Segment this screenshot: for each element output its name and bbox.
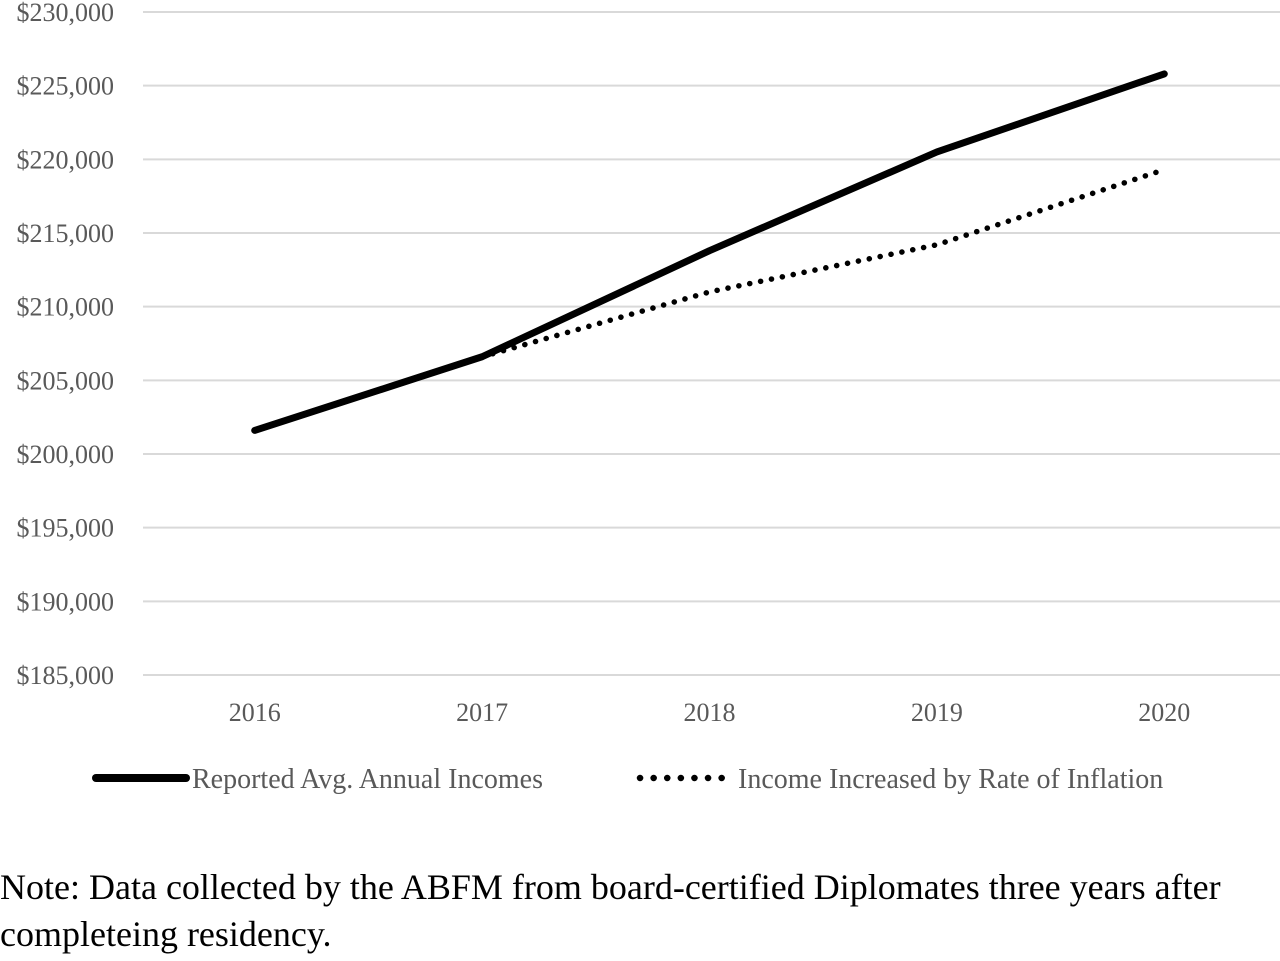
x-axis-tick-labels: 2016 2017 2018 2019 2020 (229, 698, 1191, 727)
y-tick-label: $230,000 (17, 0, 115, 27)
x-tick-label: 2018 (684, 698, 736, 727)
y-tick-label: $200,000 (17, 440, 115, 469)
y-tick-label: $225,000 (17, 72, 115, 101)
legend: Reported Avg. Annual Incomes Income Incre… (92, 764, 1163, 795)
reported-income-line (251, 70, 1168, 434)
y-tick-label: $190,000 (17, 587, 115, 616)
x-tick-label: 2019 (911, 698, 963, 727)
line-chart: $185,000 $190,000 $195,000 $200,000 $205,000… (17, 0, 1280, 795)
legend-label: Reported Avg. Annual Incomes (192, 764, 543, 795)
x-tick-label: 2016 (229, 698, 281, 727)
y-tick-label: $185,000 (17, 661, 115, 690)
gridlines (143, 11, 1280, 676)
series-lines (251, 70, 1168, 434)
y-tick-label: $205,000 (17, 366, 115, 395)
y-axis-tick-labels: $185,000 $190,000 $195,000 $200,000 $205,000… (17, 0, 115, 690)
inflation-adjusted-income-line (479, 166, 1168, 360)
legend-label: Income Increased by Rate of Inflation (738, 764, 1163, 795)
x-tick-label: 2017 (456, 698, 508, 727)
x-tick-label: 2020 (1138, 698, 1190, 727)
y-tick-label: $210,000 (17, 293, 115, 322)
y-tick-label: $195,000 (17, 514, 115, 543)
chart-note: Note: Data collected by the ABFM from bo… (0, 867, 1221, 954)
y-tick-label: $220,000 (17, 145, 115, 174)
y-tick-label: $215,000 (17, 219, 115, 248)
